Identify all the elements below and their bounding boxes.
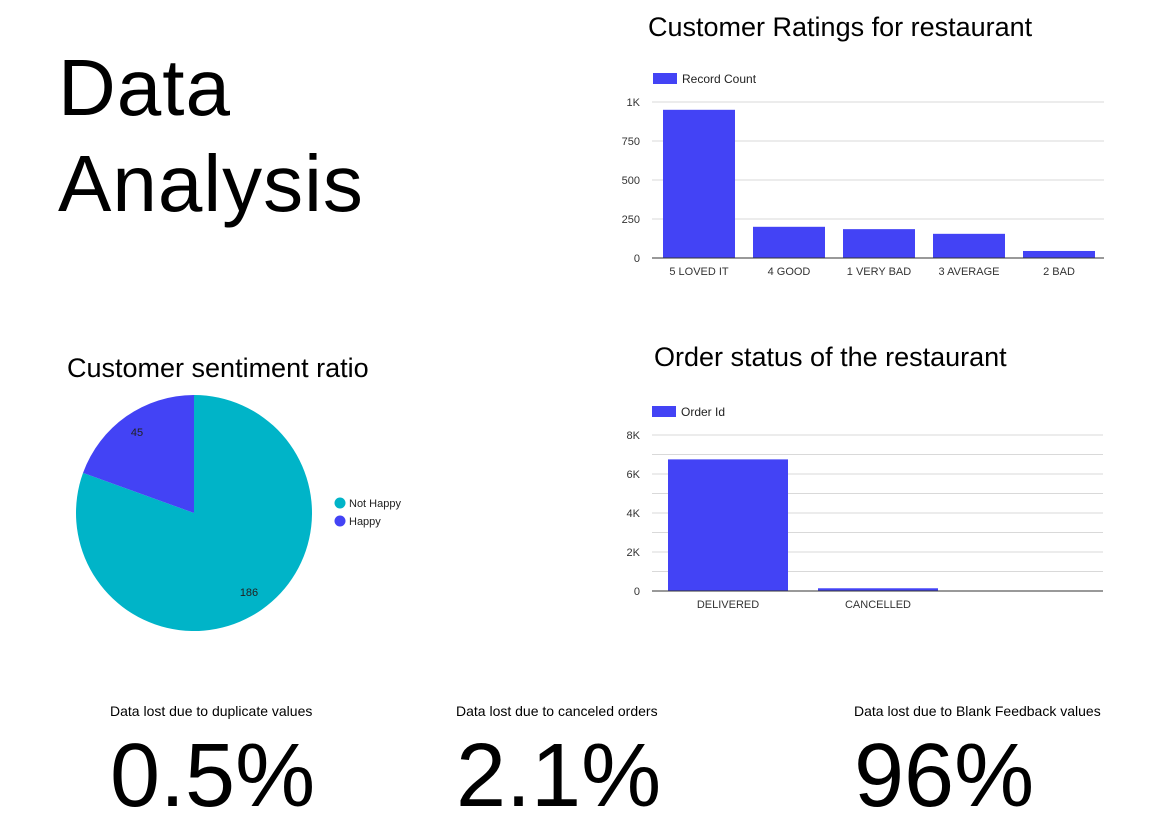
page-title-line-2: Analysis [58,139,364,228]
stat-duplicate-label: Data lost due to duplicate values [110,703,313,719]
pie-slice [83,395,194,513]
bar [818,588,938,591]
y-tick-label: 500 [622,175,640,187]
ratings-chart: Record Count 0 250 500 750 1K 5 LOVED IT 4 GOOD… [622,72,1104,278]
ratings-chart-title: Customer Ratings for restaurant [648,12,1033,42]
legend-dot [334,515,346,527]
legend-label: Not Happy [349,498,401,510]
bar [663,109,735,258]
bar [933,233,1005,258]
y-tick-label: 6K [627,469,641,481]
orders-chart-title: Order status of the restaurant [654,342,1007,372]
legend-swatch [653,73,677,84]
stat-canceled-label: Data lost due to canceled orders [456,703,658,719]
stat-canceled: Data lost due to canceled orders 2.1% [456,702,661,826]
x-tick-label: 3 AVERAGE [939,266,1000,278]
page-title: Data Analysis [58,40,478,232]
y-tick-label: 0 [634,586,640,598]
pie-value-label: 45 [131,427,143,439]
bar [753,226,825,258]
stat-blank-feedback-value: 96% [854,726,1035,826]
y-tick-label: 750 [622,136,640,148]
sentiment-chart-title: Customer sentiment ratio [67,353,369,383]
stat-duplicate: Data lost due to duplicate values 0.5% [110,702,315,826]
x-tick-label: 4 GOOD [768,266,811,278]
legend-dot [334,497,346,509]
pie-value-label: 186 [240,587,258,599]
x-tick-label: 5 LOVED IT [669,266,729,278]
y-tick-label: 1K [627,97,641,109]
page-title-line-1: Data [58,43,231,132]
x-tick-label: CANCELLED [845,599,911,611]
x-tick-label: DELIVERED [697,599,759,611]
bar [1023,250,1095,258]
y-tick-label: 2K [627,547,641,559]
legend-label: Happy [349,516,381,528]
y-tick-label: 4K [627,508,641,520]
legend-swatch [652,406,676,417]
legend-label: Record Count [682,72,757,86]
x-tick-label: 2 BAD [1043,266,1075,278]
stat-blank-feedback: Data lost due to Blank Feedback values 9… [854,702,1101,826]
bar [668,459,788,591]
stat-blank-feedback-label: Data lost due to Blank Feedback values [854,703,1101,719]
stat-duplicate-value: 0.5% [110,726,316,826]
sentiment-pie-chart: 186 45 Not Happy Happy [75,395,401,631]
y-tick-label: 0 [634,253,640,265]
y-tick-label: 250 [622,214,640,226]
y-tick-label: 8K [627,430,641,442]
stat-canceled-value: 2.1% [456,726,662,826]
legend-label: Order Id [681,405,725,419]
bar [843,229,915,258]
orders-chart: Order Id 0 2K 4K 6K 8K DELIVERED CANCELLED [627,405,1103,611]
x-tick-label: 1 VERY BAD [847,266,911,278]
